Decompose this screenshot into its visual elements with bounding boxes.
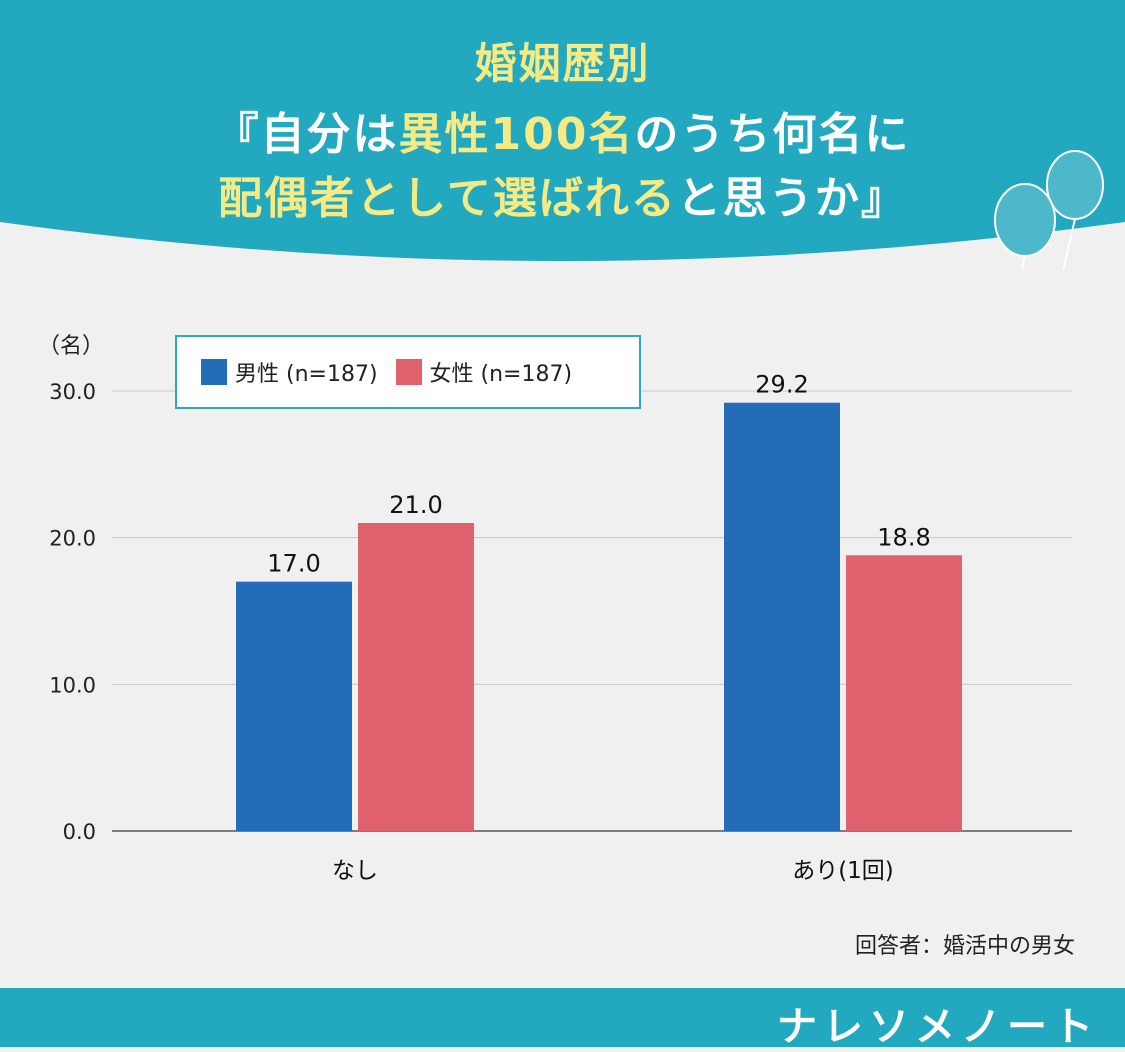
respondent-note: 回答者：婚活中の男女	[854, 934, 1075, 959]
y-tick-label: 30.0	[49, 380, 96, 404]
y-axis-unit: （名）	[38, 334, 105, 359]
x-category-label: あり(1回)	[792, 858, 894, 884]
bar	[358, 523, 474, 831]
y-tick-label: 20.0	[49, 527, 96, 551]
legend-label-male: 男性 (n=187)	[235, 362, 378, 387]
legend-swatch-female	[395, 359, 422, 385]
footer-bar	[0, 988, 1125, 1047]
legend-item-female: 女性 (n=187)	[395, 356, 573, 388]
bar	[236, 581, 352, 831]
chart-title-line3: 配偶者として選ばれると思うか』	[218, 173, 907, 224]
x-category-label: なし	[332, 858, 378, 884]
header-banner	[0, 0, 1125, 270]
legend-label-female: 女性 (n=187)	[429, 362, 573, 387]
brand-logo: ナレソメノート	[777, 1004, 1099, 1050]
data-label: 29.2	[755, 371, 808, 399]
data-label: 18.8	[877, 523, 930, 551]
data-label: 21.0	[389, 491, 442, 519]
balloon-icon	[994, 150, 1104, 270]
legend-swatch-male	[201, 359, 227, 385]
legend-item-male: 男性 (n=187)	[201, 356, 378, 388]
bar	[846, 555, 962, 831]
y-tick-label: 0.0	[63, 820, 96, 844]
chart-title-line2: 『自分は異性100名のうち何名に	[214, 109, 911, 160]
chart-legend: 男性 (n=187) 女性 (n=187)	[175, 335, 641, 409]
chart-title-line1: 婚姻歴別	[474, 39, 651, 88]
y-tick-label: 10.0	[49, 673, 96, 697]
bar	[724, 402, 840, 831]
data-label: 17.0	[267, 550, 320, 578]
